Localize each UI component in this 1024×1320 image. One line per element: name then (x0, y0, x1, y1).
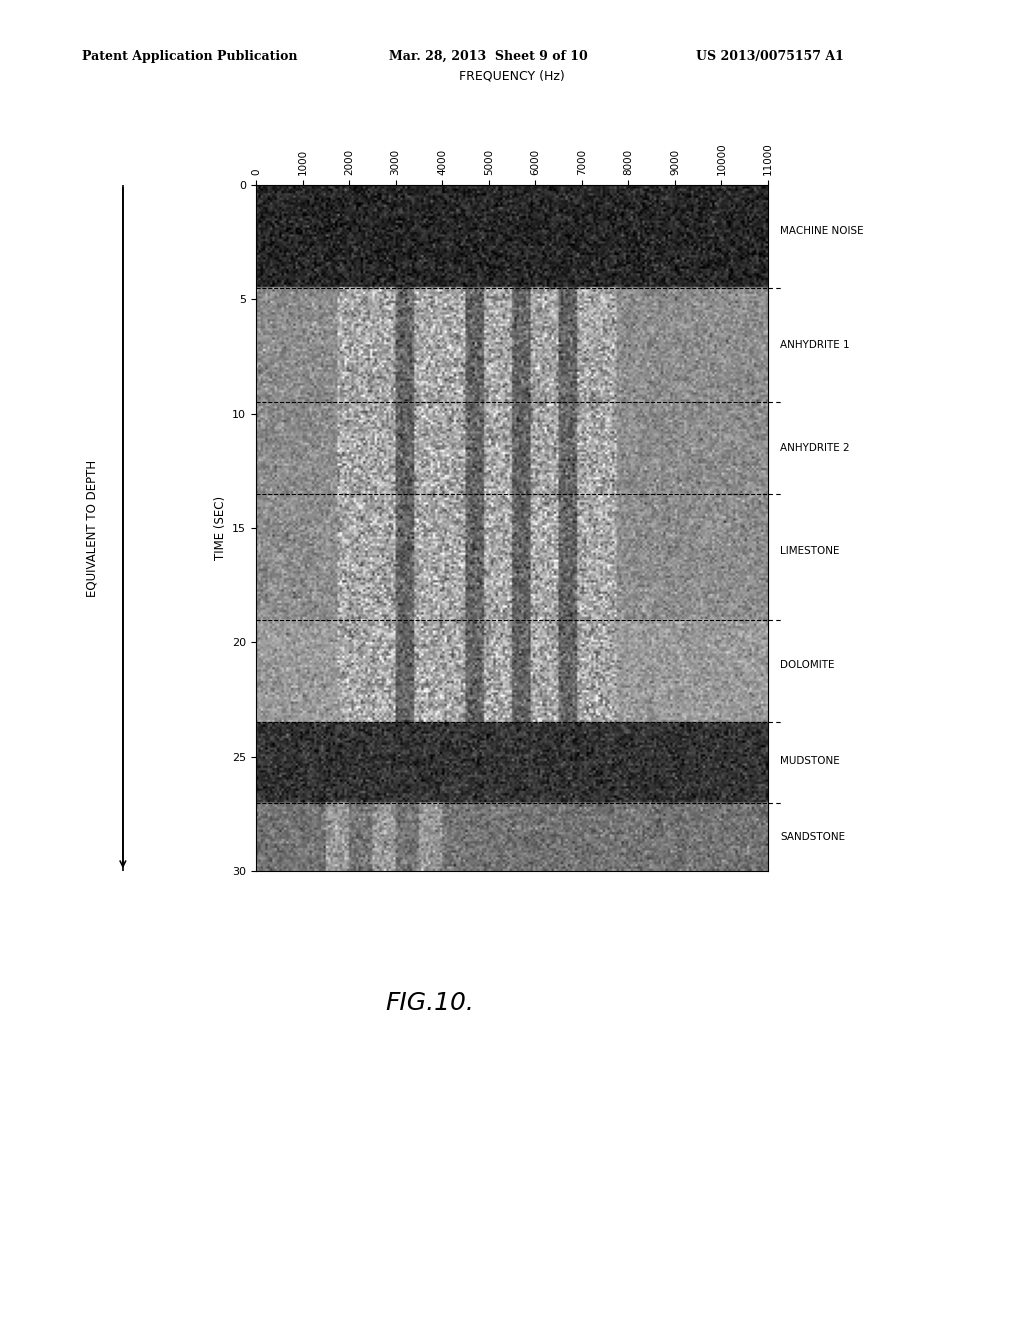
Text: MACHINE NOISE: MACHINE NOISE (780, 226, 864, 235)
Text: MUDSTONE: MUDSTONE (780, 756, 840, 767)
Text: Patent Application Publication: Patent Application Publication (82, 50, 297, 63)
Text: SANDSTONE: SANDSTONE (780, 832, 846, 842)
Text: ANHYDRITE 2: ANHYDRITE 2 (780, 444, 850, 453)
Text: DOLOMITE: DOLOMITE (780, 660, 835, 671)
X-axis label: FREQUENCY (Hz): FREQUENCY (Hz) (459, 70, 565, 83)
Text: US 2013/0075157 A1: US 2013/0075157 A1 (696, 50, 844, 63)
Text: EQUIVALENT TO DEPTH: EQUIVALENT TO DEPTH (86, 459, 98, 597)
Text: Mar. 28, 2013  Sheet 9 of 10: Mar. 28, 2013 Sheet 9 of 10 (389, 50, 588, 63)
Text: LIMESTONE: LIMESTONE (780, 546, 840, 556)
Text: ANHYDRITE 1: ANHYDRITE 1 (780, 341, 850, 350)
Text: FIG.10.: FIG.10. (386, 991, 474, 1015)
Text: TIME (SEC): TIME (SEC) (214, 496, 226, 560)
